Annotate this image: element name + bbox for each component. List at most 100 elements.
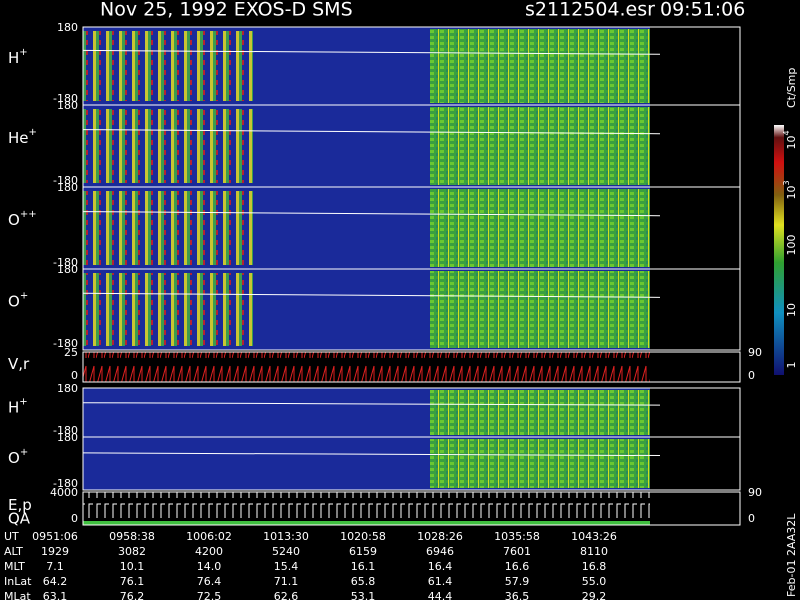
colorbar-tick-sup: 3 (782, 180, 791, 185)
colorbar-tick: 10 (785, 303, 798, 317)
panel-label: O+ (8, 447, 28, 467)
title: Nov 25, 1992 EXOS-D SMS (100, 0, 353, 21)
colorbar-tick-base: 1 (785, 362, 798, 369)
panel-label-base: O (8, 449, 20, 467)
tick-label: -180 (53, 92, 78, 105)
panel-frame (82, 268, 741, 351)
tick-label: -180 (53, 174, 78, 187)
row-label: MLat (4, 590, 31, 600)
tick-label: 180 (57, 431, 78, 444)
stamp: Feb-01 2AA32L (785, 513, 798, 597)
colorbar-unit: Ct/Smp (785, 68, 798, 108)
panel-label-base: H (8, 398, 19, 416)
colorbar (774, 125, 784, 375)
colorbar-tick-base: 10 (785, 186, 798, 200)
row-value: 0951:06 (32, 530, 78, 543)
spectrogram-band (83, 109, 253, 183)
row-value: 7.1 (46, 560, 64, 573)
row-value: 53.1 (351, 590, 376, 600)
colorbar-tick: 103 (782, 180, 799, 199)
spectrogram-band (430, 271, 650, 348)
row-value: 76.1 (120, 575, 145, 588)
panel-label-base: E,p (8, 496, 32, 514)
row-value: 1043:26 (571, 530, 617, 543)
tick-label: 180 (57, 21, 78, 34)
row-value: 15.4 (274, 560, 299, 573)
trace (82, 452, 661, 457)
tick-label: 25 (64, 346, 78, 359)
row-value: 3082 (118, 545, 146, 558)
panel-label: QA (8, 510, 31, 528)
panel-label-sup: ++ (20, 209, 37, 220)
panel-label: O+ (8, 290, 28, 310)
panel-frame (82, 351, 741, 383)
row-value: 29.2 (582, 590, 607, 600)
row-label: ALT (4, 545, 23, 558)
trace (82, 129, 661, 135)
row-value: 6946 (426, 545, 454, 558)
row-value: 62.6 (274, 590, 299, 600)
row-value: 1020:58 (340, 530, 386, 543)
spectrogram-band (430, 189, 650, 267)
tick-label: 90 (748, 346, 762, 359)
qa-bar (83, 521, 650, 525)
panel-label-base: V,r (8, 355, 30, 373)
panel-label-sup: + (19, 47, 27, 58)
panel-label-sup: + (20, 290, 28, 301)
row-value: 0958:38 (109, 530, 155, 543)
row-value: 16.1 (351, 560, 376, 573)
tick-label: 0 (71, 512, 78, 525)
panel-frame (82, 436, 741, 491)
panel-label: H+ (8, 397, 28, 417)
spectrogram-band (83, 31, 253, 101)
row-value: 36.5 (505, 590, 530, 600)
row-value: 72.5 (197, 590, 222, 600)
colorbar-tick-base: 10 (785, 303, 798, 317)
trace (82, 211, 661, 217)
file-name: s2112504.esr (525, 0, 655, 21)
row-label: InLat (4, 575, 32, 588)
row-value: 76.4 (197, 575, 222, 588)
row-value: 64.2 (43, 575, 68, 588)
tick-label: 4000 (50, 486, 78, 499)
tick-label: 0 (71, 369, 78, 382)
panel-bg (83, 492, 650, 525)
tick-label: -180 (53, 256, 78, 269)
panel-label: E,p (8, 496, 32, 514)
trace (82, 402, 661, 406)
panel-label-base: He (8, 128, 29, 146)
panel-label: He+ (8, 127, 37, 147)
row-value: 76.2 (120, 590, 145, 600)
row-value: 63.1 (43, 590, 68, 600)
spectrogram-band (430, 29, 650, 103)
panel-label-base: O (8, 210, 20, 228)
row-value: 61.4 (428, 575, 453, 588)
row-value: 44.4 (428, 590, 453, 600)
row-value: 55.0 (582, 575, 607, 588)
colorbar-tick-base: 10 (785, 136, 798, 150)
row-value: 1006:02 (186, 530, 232, 543)
panel-bg (83, 352, 650, 382)
spectrogram-band (430, 390, 650, 435)
tick-label: 0 (748, 512, 755, 525)
tick-label: -180 (53, 424, 78, 437)
row-value: 57.9 (505, 575, 530, 588)
row-value: 7601 (503, 545, 531, 558)
time: 09:51:06 (660, 0, 745, 21)
tick-label: 180 (57, 99, 78, 112)
row-value: 6159 (349, 545, 377, 558)
panel-label: O++ (8, 209, 37, 229)
trace (82, 49, 661, 55)
tick-label: 180 (57, 263, 78, 276)
row-value: 65.8 (351, 575, 376, 588)
row-value: 16.8 (582, 560, 607, 573)
trace (82, 292, 661, 298)
spectrogram-band (83, 191, 253, 265)
panel-label-sup: + (29, 127, 37, 138)
tick-label: -180 (53, 477, 78, 490)
spectrogram-band (430, 439, 650, 488)
row-label: MLT (4, 560, 25, 573)
row-value: 1929 (41, 545, 69, 558)
tick-label: 180 (57, 181, 78, 194)
tick-label: 180 (57, 382, 78, 395)
